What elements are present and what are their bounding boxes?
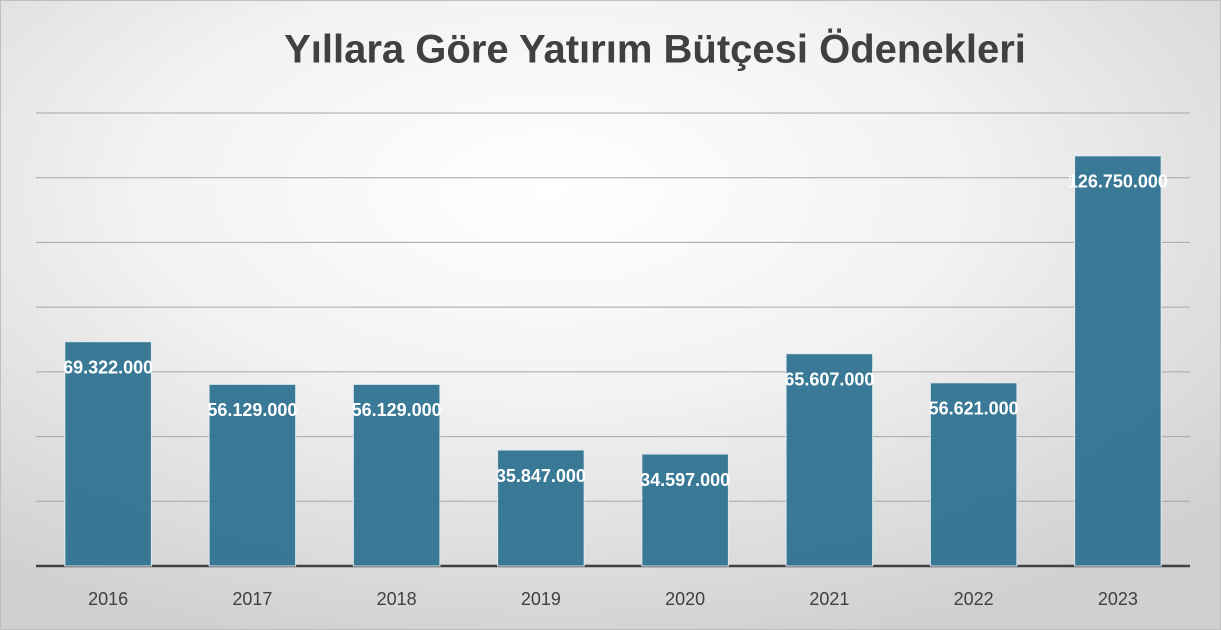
data-label: 126.750.000 [1068,172,1168,192]
x-tick-label: 2020 [665,589,705,609]
data-label: 56.129.000 [207,400,297,420]
bar [497,449,585,567]
chart-title: Yıllara Göre Yatırım Bütçesi Ödenekleri [284,27,1026,72]
x-tick-label: 2023 [1098,589,1138,609]
x-tick-label: 2021 [809,589,849,609]
x-tick-label: 2018 [377,589,417,609]
bar [1074,155,1162,567]
x-tick-label: 2016 [88,589,128,609]
bars [64,155,1162,567]
data-label: 34.597.000 [640,470,730,490]
x-tick-label: 2022 [954,589,994,609]
bar [352,383,441,567]
data-label: 56.129.000 [352,400,442,420]
labels: 2016 69.322.000 2017 56.129.000 2018 56.129.0… [63,172,1168,609]
data-label: 69.322.000 [63,357,153,377]
bar [641,453,729,567]
data-label: 35.847.000 [496,466,586,486]
bar [208,383,297,567]
bar [64,341,152,567]
data-label: 65.607.000 [784,369,874,389]
bar [929,382,1018,567]
x-tick-label: 2019 [521,589,561,609]
data-label: 56.621.000 [929,399,1019,419]
x-tick-label: 2017 [232,589,272,609]
bar [785,353,874,567]
